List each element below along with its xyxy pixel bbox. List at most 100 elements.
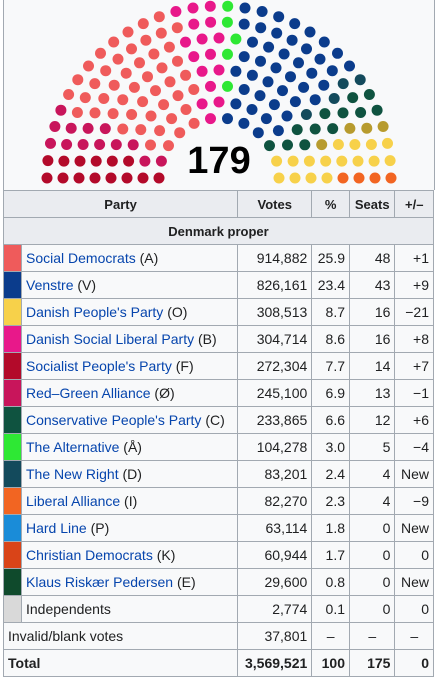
party-letter: (C) xyxy=(201,412,225,428)
seat-dot xyxy=(172,90,184,102)
change-cell: New xyxy=(394,514,434,542)
party-link[interactable]: Hard Line xyxy=(26,520,87,536)
seat-dot xyxy=(112,53,124,65)
invalid-votes-label: Invalid/blank votes xyxy=(2,622,239,650)
seat-dot xyxy=(55,104,67,116)
party-name-cell: Hard Line (P) xyxy=(20,514,239,542)
party-link[interactable]: Danish People's Party xyxy=(26,304,164,320)
party-link[interactable]: The New Right xyxy=(26,466,119,482)
party-letter: (O) xyxy=(163,304,188,320)
seat-dot xyxy=(287,155,299,167)
seat-dot xyxy=(264,140,275,152)
seat-dot xyxy=(268,99,280,111)
seat-dot xyxy=(188,117,200,129)
votes-cell: 60,944 xyxy=(237,541,313,569)
change-cell: 0 xyxy=(394,541,434,569)
invalid-change-cell: – xyxy=(394,622,434,650)
party-letter: (Ø) xyxy=(150,385,175,401)
seat-dot xyxy=(293,57,304,69)
header-change[interactable]: +/– xyxy=(394,190,434,218)
seats-cell: 13 xyxy=(348,379,396,407)
seat-dot xyxy=(314,53,326,65)
party-link[interactable]: Conservative People's Party xyxy=(26,412,202,428)
party-link[interactable]: Socialist People's Party xyxy=(26,358,172,374)
change-cell: +9 xyxy=(394,271,434,299)
party-name-cell: Independents xyxy=(20,595,239,623)
percent-cell: 7.7 xyxy=(311,352,350,380)
seat-dot xyxy=(106,155,118,167)
seat-dot xyxy=(352,155,364,167)
party-link[interactable]: Social Democrats xyxy=(26,250,136,266)
party-color-swatch xyxy=(3,460,22,488)
table-row: Liberal Alliance (I) 82,270 2.3 4 −9 xyxy=(3,487,434,515)
header-percent[interactable]: % xyxy=(311,190,350,218)
seat-dot xyxy=(289,18,301,30)
seat-dot xyxy=(252,127,264,139)
seat-dot xyxy=(222,113,233,125)
seat-dot xyxy=(270,62,282,74)
seat-dot xyxy=(320,155,332,167)
change-cell: −9 xyxy=(394,487,434,515)
party-name-cell: Klaus Riskær Pedersen (E) xyxy=(20,568,239,596)
seat-dot xyxy=(128,81,140,93)
party-color-swatch xyxy=(3,379,22,407)
seat-dot xyxy=(155,27,167,39)
table-row: Hard Line (P) 63,114 1.8 0 New xyxy=(3,514,434,542)
header-votes[interactable]: Votes xyxy=(237,190,313,218)
invalid-seats-cell: – xyxy=(348,622,396,650)
seat-dot xyxy=(328,93,340,104)
votes-cell: 914,882 xyxy=(237,244,313,272)
party-link[interactable]: Red–Green Alliance xyxy=(26,385,151,401)
party-color-swatch xyxy=(3,595,22,623)
seats-cell: 14 xyxy=(348,352,396,380)
seat-dot xyxy=(300,109,312,120)
seat-dot xyxy=(94,139,106,150)
percent-cell: 25.9 xyxy=(311,244,350,272)
percent-cell: 8.7 xyxy=(311,298,350,326)
seat-dot xyxy=(369,172,381,184)
party-color-swatch xyxy=(3,244,22,272)
seat-dot xyxy=(99,123,111,135)
seat-dot xyxy=(83,60,94,72)
seat-dot xyxy=(309,123,321,135)
seat-dot xyxy=(262,76,274,88)
header-seats[interactable]: Seats xyxy=(348,190,396,218)
seat-dot xyxy=(238,51,250,63)
seat-dot xyxy=(156,62,168,74)
votes-cell: 63,114 xyxy=(237,514,313,542)
party-letter: (I) xyxy=(120,493,138,509)
seat-dot xyxy=(305,172,317,184)
party-link[interactable]: Venstre xyxy=(26,277,74,293)
party-link[interactable]: Klaus Riskær Pedersen xyxy=(26,574,174,590)
table-row: The New Right (D) 83,201 2.4 4 New xyxy=(3,460,434,488)
seat-dot xyxy=(79,92,91,104)
table-row: Venstre (V) 826,161 23.4 43 +9 xyxy=(3,271,434,299)
seat-dot xyxy=(221,16,233,28)
section-title: Denmark proper xyxy=(3,217,434,245)
seat-dot xyxy=(163,140,174,152)
seat-dot xyxy=(57,172,69,184)
party-link[interactable]: Danish Social Liberal Party xyxy=(26,331,195,347)
seat-dot xyxy=(158,99,170,111)
seat-dot xyxy=(63,89,75,100)
party-link[interactable]: The Alternative xyxy=(26,439,120,455)
seat-dot xyxy=(58,155,70,167)
seat-dot xyxy=(326,65,338,77)
seat-dot xyxy=(166,113,178,125)
party-letter: (Å) xyxy=(119,439,142,455)
party-letter: (D) xyxy=(118,466,142,482)
change-cell: +7 xyxy=(394,352,434,380)
seat-dot xyxy=(188,84,200,95)
seat-dot xyxy=(172,55,183,67)
party-link[interactable]: Liberal Alliance xyxy=(26,493,121,509)
seat-dot xyxy=(347,92,359,104)
votes-cell: 83,201 xyxy=(237,460,313,488)
seat-dot xyxy=(180,104,192,115)
seat-dot xyxy=(260,113,272,125)
header-party[interactable]: Party xyxy=(2,190,239,218)
party-link[interactable]: Christian Democrats xyxy=(26,547,153,563)
change-cell: New xyxy=(394,568,434,596)
seat-dot xyxy=(363,89,375,100)
seat-dot xyxy=(282,139,293,151)
results-body: Social Democrats (A) 914,882 25.9 48 +1 Venst… xyxy=(2,244,434,677)
